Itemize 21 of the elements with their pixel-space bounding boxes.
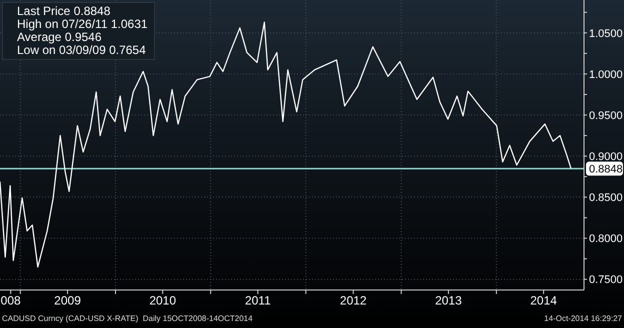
y-tick-label: 0.9000 xyxy=(589,150,623,163)
x-tick-label: 2010 xyxy=(149,294,176,308)
annotation: Last Price 0.8848 xyxy=(17,4,112,18)
y-tick-label: 0.7500 xyxy=(589,274,623,286)
x-tick-label: 008 xyxy=(0,294,22,308)
annotation: Low on 03/09/09 0.7654 xyxy=(17,43,147,57)
y-tick-label: 0.9500 xyxy=(589,110,623,122)
x-tick-label: 2009 xyxy=(54,294,82,308)
ref-line-label: 0.8848 xyxy=(589,164,623,176)
x-tick-label: 2011 xyxy=(244,294,272,308)
text: CADUSD Curncy (CAD-USD X-RATE) Daily 15OCT2008-14OCT2014 xyxy=(2,314,253,323)
x-tick-label: 2014 xyxy=(530,294,558,308)
y-tick-label: 1.0500 xyxy=(589,28,623,40)
y-tick-label: 0.8000 xyxy=(589,233,623,246)
annotation: High on 07/26/11 1.0631 xyxy=(17,17,148,31)
text: 14-Oct-2014 16:29:27 xyxy=(544,314,622,323)
y-tick-label: 0.8500 xyxy=(589,192,623,204)
x-tick-label: 2012 xyxy=(340,294,367,308)
annotation: Average 0.9546 xyxy=(17,30,103,44)
y-tick-label: 1.0000 xyxy=(589,68,623,81)
x-tick-label: 2013 xyxy=(435,294,462,308)
